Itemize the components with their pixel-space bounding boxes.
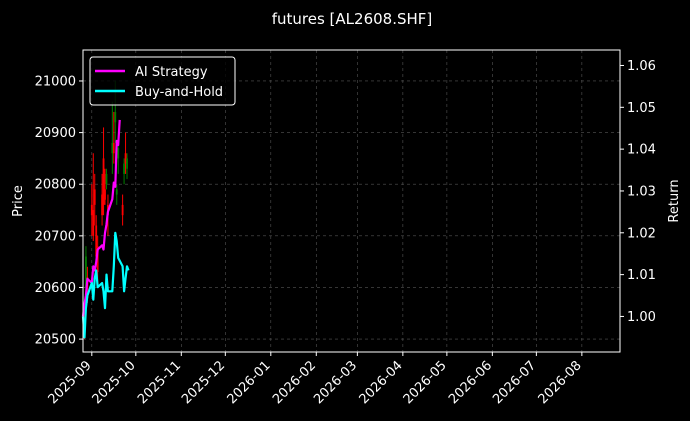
- return-axis: 1.00 1.01 1.02 1.03 1.04 1.05 1.06: [620, 59, 656, 325]
- candle-body: [105, 173, 108, 185]
- legend-label-ai-strategy: AI Strategy: [135, 65, 208, 80]
- candle-body: [114, 111, 117, 123]
- legend: AI Strategy Buy-and-Hold: [89, 56, 236, 106]
- candle: [101, 173, 103, 226]
- candle-body: [104, 189, 106, 200]
- return-tick-label: 1.02: [627, 226, 656, 241]
- candle-body: [101, 194, 103, 216]
- candle: [126, 153, 128, 180]
- return-tick-label: 1.01: [627, 268, 656, 283]
- candle-body: [90, 204, 93, 216]
- return-tick-label: 1.03: [627, 184, 656, 199]
- candle-body: [123, 163, 125, 174]
- candle: [115, 184, 118, 205]
- return-lines: [81, 119, 130, 339]
- price-axis: 20500 20600 20700 20800 20900 21000: [35, 74, 83, 348]
- return-tick-label: 1.06: [627, 59, 656, 74]
- return-tick-label: 1.00: [627, 310, 656, 325]
- candle-body: [112, 142, 115, 154]
- candle-body: [102, 158, 105, 205]
- return-tick-label: 1.05: [627, 101, 656, 116]
- candle: [90, 184, 93, 236]
- buy-and-hold-line: [81, 231, 130, 339]
- candle-body: [124, 153, 127, 164]
- candle: [123, 158, 125, 185]
- candle: [121, 194, 124, 226]
- candle: [92, 153, 95, 242]
- plot-frame: [82, 49, 621, 353]
- return-tick-label: 1.04: [627, 143, 656, 158]
- candle: [102, 127, 105, 216]
- price-tick-label: 20500: [35, 333, 76, 348]
- candle: [111, 101, 114, 174]
- price-tick-label: 20700: [35, 229, 76, 244]
- candle-body: [95, 225, 98, 257]
- candle-body: [117, 148, 120, 159]
- price-tick-label: 20800: [35, 178, 76, 193]
- candle-body: [121, 204, 124, 216]
- legend-label-buy-and-hold: Buy-and-Hold: [135, 85, 223, 100]
- candle-body: [93, 189, 96, 205]
- price-tick-label: 21000: [35, 74, 76, 89]
- candle-body: [126, 158, 128, 169]
- grid: [83, 50, 620, 352]
- candle-body: [92, 210, 95, 236]
- y-axis-label: Price: [11, 185, 26, 217]
- price-tick-label: 20900: [35, 126, 76, 141]
- candle: [104, 168, 106, 205]
- chart-title: futures [AL2608.SHF]: [272, 10, 433, 28]
- candle: [117, 142, 120, 174]
- candle: [93, 173, 96, 226]
- candle: [105, 168, 108, 190]
- candle: [112, 111, 115, 164]
- ai-strategy-line: [81, 119, 121, 317]
- candle-body: [111, 142, 114, 154]
- legend-box: [89, 56, 236, 106]
- candle-body: [96, 246, 99, 272]
- candle-body: [85, 256, 87, 288]
- y2-axis-label: Return: [667, 179, 682, 222]
- candle-body: [115, 189, 118, 195]
- candle: [124, 132, 127, 174]
- price-tick-label: 20600: [35, 281, 76, 296]
